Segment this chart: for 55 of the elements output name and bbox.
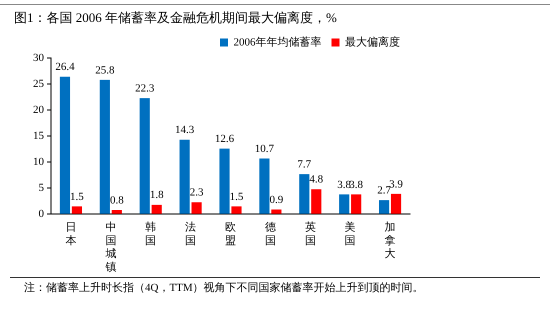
bar: [60, 76, 70, 214]
bar: [378, 200, 390, 214]
y-tick-label: 0: [38, 208, 44, 220]
bar: [192, 202, 202, 214]
data-label: 4.8: [309, 174, 324, 186]
x-tick-label: 法国: [185, 220, 196, 247]
x-tick-label: 韩国: [145, 220, 156, 247]
y-tick-label: 15: [33, 130, 44, 142]
y-tick-label: 10: [33, 156, 44, 168]
y-tick-label: 5: [38, 182, 44, 194]
bar: [112, 210, 122, 214]
x-tick-label: 英国: [304, 220, 316, 247]
bar: [180, 140, 190, 214]
text: 注：储蓄率上升时长指（4Q，TTM）视角下不同国家储蓄率开始上升到顶的时间。: [24, 280, 425, 295]
bar: [390, 194, 402, 214]
bar: [152, 204, 162, 214]
data-label: 25.8: [95, 64, 115, 76]
data-label: 12.6: [214, 132, 235, 145]
data-label: 2.3: [190, 186, 204, 199]
x-tick-label: 美国: [344, 220, 356, 247]
bar: [271, 210, 282, 214]
legend-label: 最大偏离度: [345, 35, 400, 48]
x-tick-label: 中国城镇: [104, 220, 116, 274]
y-tick-label: 20: [33, 104, 44, 116]
data-label: 1.5: [70, 190, 84, 203]
bar: [311, 189, 322, 214]
bar: [219, 148, 230, 214]
bar: [299, 174, 310, 214]
x-tick-label: 德国: [264, 222, 276, 247]
y-tick-label: 25: [33, 78, 44, 90]
data-label: 7.7: [297, 158, 312, 170]
data-label: 0.8: [110, 194, 124, 206]
chart-title: 图1：各国 2006 年储蓄率及金融危机期间最大偏离度，%: [0, 4, 550, 27]
data-label: 10.7: [254, 142, 275, 155]
bar: [351, 194, 362, 214]
bar: [231, 206, 242, 214]
data-label: 26.4: [55, 61, 76, 74]
data-label: 0.9: [269, 194, 284, 206]
data-label: 3.9: [389, 178, 404, 190]
data-label: 1.8: [150, 189, 164, 202]
bar: [100, 80, 110, 214]
y-tick-label: 30: [33, 52, 44, 64]
data-label: 14.3: [175, 124, 195, 136]
legend-label: 2006年年均储蓄率: [234, 35, 322, 48]
x-tick-label: 日本: [65, 222, 76, 247]
data-label: 2.7: [377, 184, 392, 197]
data-label: 1.5: [230, 190, 244, 203]
bar: [72, 206, 82, 214]
data-label: 22.3: [135, 82, 155, 94]
x-tick-label: 加拿大: [384, 220, 396, 260]
data-label: 3.8: [349, 178, 364, 191]
x-tick-label: 欧盟: [225, 222, 236, 247]
bar: [259, 158, 270, 214]
bar: [140, 98, 150, 214]
bar: [339, 194, 350, 214]
